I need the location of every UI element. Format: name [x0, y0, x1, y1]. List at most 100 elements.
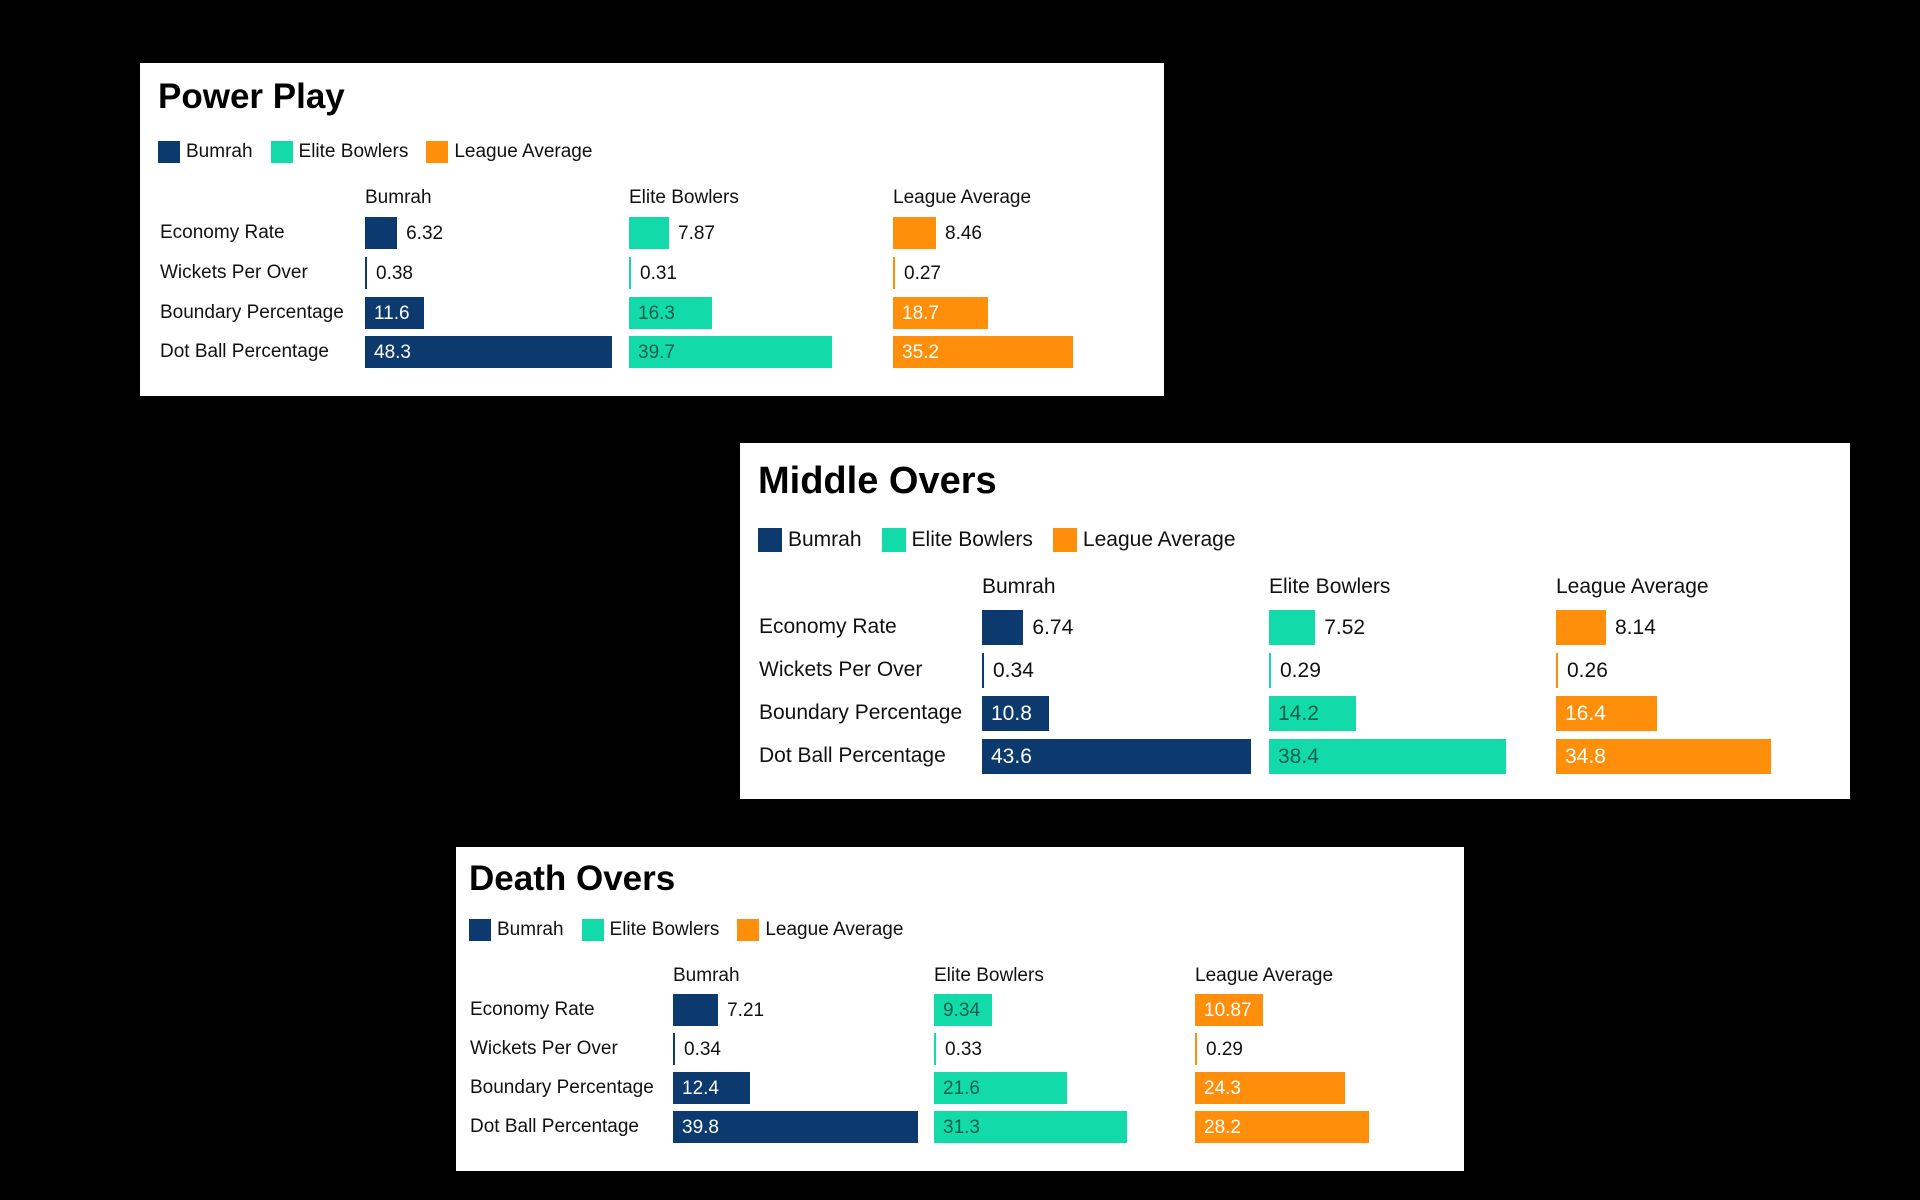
bar-league-average-wickets-per-over — [893, 257, 895, 289]
column-header-elite-bowlers: Elite Bowlers — [629, 187, 739, 208]
legend-swatch — [581, 919, 604, 941]
column-header-elite-bowlers: Elite Bowlers — [1269, 575, 1391, 598]
bar-league-average-dot-ball-percentage — [1556, 739, 1771, 774]
legend-item-league-average: League Average — [737, 919, 903, 941]
legend-swatch — [881, 528, 906, 552]
legend: Bumrah Elite Bowlers League Average — [758, 528, 1256, 552]
legend-label: Bumrah — [497, 919, 564, 940]
bar-bumrah-boundary-percentage — [673, 1072, 750, 1104]
data-label-bumrah-wickets-per-over: 0.38 — [376, 262, 413, 284]
legend-swatch — [270, 141, 293, 163]
legend-label: League Average — [1082, 528, 1236, 551]
data-label-elite-bowlers-wickets-per-over: 0.33 — [945, 1038, 982, 1060]
chart-title: Death Overs — [469, 859, 676, 898]
bar-bumrah-wickets-per-over — [365, 257, 367, 289]
bar-bumrah-dot-ball-percentage — [982, 739, 1251, 774]
data-label-league-average-economy-rate: 8.46 — [945, 222, 982, 244]
bar-elite-bowlers-economy-rate — [1269, 610, 1316, 645]
data-label-bumrah-economy-rate: 6.32 — [406, 222, 444, 244]
data-label-bumrah-dot-ball-percentage: 48.3 — [374, 341, 411, 363]
legend-swatch — [758, 528, 782, 552]
data-label-league-average-dot-ball-percentage: 35.2 — [902, 341, 939, 363]
legend-swatch — [426, 141, 449, 163]
bar-league-average-dot-ball-percentage — [893, 336, 1073, 368]
legend-label: Elite Bowlers — [609, 919, 720, 940]
row-label-economy-rate: Economy Rate — [160, 222, 285, 244]
data-label-league-average-wickets-per-over: 0.26 — [1567, 659, 1608, 682]
data-label-bumrah-boundary-percentage: 11.6 — [374, 302, 410, 324]
column-header-league-average: League Average — [1556, 575, 1709, 598]
row-label-dot-ball-percentage: Dot Ball Percentage — [470, 1116, 639, 1138]
bar-bumrah-wickets-per-over — [673, 1033, 675, 1065]
legend-label: Elite Bowlers — [911, 528, 1033, 551]
legend-label: Elite Bowlers — [298, 141, 409, 162]
data-label-elite-bowlers-economy-rate: 7.52 — [1324, 616, 1366, 639]
data-label-bumrah-economy-rate: 6.74 — [1032, 616, 1074, 639]
bar-elite-bowlers-wickets-per-over — [934, 1033, 936, 1065]
bar-bumrah-economy-rate — [365, 217, 398, 249]
row-label-dot-ball-percentage: Dot Ball Percentage — [160, 341, 329, 363]
chart-panel-middle-overs: Middle Overs Bumrah Elite Bowlers League Av… — [740, 443, 1850, 799]
bar-league-average-economy-rate — [893, 217, 936, 249]
legend-label: League Average — [454, 141, 593, 162]
bar-bumrah-dot-ball-percentage — [673, 1111, 918, 1143]
bar-elite-bowlers-dot-ball-percentage — [629, 336, 833, 368]
row-label-wickets-per-over: Wickets Per Over — [470, 1038, 618, 1060]
legend-item-elite-bowlers: Elite Bowlers — [881, 528, 1033, 552]
bar-league-average-wickets-per-over — [1556, 653, 1558, 688]
bar-league-average-economy-rate — [1195, 994, 1263, 1026]
legend-item-elite-bowlers: Elite Bowlers — [581, 919, 720, 941]
bar-league-average-dot-ball-percentage — [1195, 1111, 1369, 1143]
legend-item-bumrah: Bumrah — [158, 141, 253, 163]
data-label-bumrah-dot-ball-percentage: 43.6 — [991, 745, 1032, 768]
data-label-elite-bowlers-wickets-per-over: 0.29 — [1280, 659, 1321, 682]
row-label-wickets-per-over: Wickets Per Over — [160, 262, 308, 284]
legend-label: Bumrah — [788, 528, 862, 551]
data-label-league-average-economy-rate: 10.87 — [1204, 999, 1252, 1021]
column-header-league-average: League Average — [893, 187, 1032, 208]
column-header-league-average: League Average — [1195, 965, 1334, 986]
data-label-elite-bowlers-dot-ball-percentage: 31.3 — [943, 1116, 980, 1138]
legend-swatch — [469, 919, 491, 941]
data-label-elite-bowlers-boundary-percentage: 21.6 — [943, 1077, 980, 1099]
chart-panel-death-overs: Death Overs Bumrah Elite Bowlers League Ave… — [456, 847, 1464, 1171]
data-label-elite-bowlers-economy-rate: 9.34 — [943, 999, 980, 1021]
data-label-bumrah-boundary-percentage: 10.8 — [991, 702, 1032, 725]
data-label-league-average-boundary-percentage: 18.7 — [902, 302, 939, 324]
bar-elite-bowlers-wickets-per-over — [1269, 653, 1271, 688]
legend-item-elite-bowlers: Elite Bowlers — [270, 141, 409, 163]
data-label-league-average-economy-rate: 8.14 — [1615, 616, 1656, 639]
data-label-league-average-dot-ball-percentage: 34.8 — [1565, 745, 1606, 768]
data-label-bumrah-dot-ball-percentage: 39.8 — [682, 1116, 719, 1138]
bar-elite-bowlers-boundary-percentage — [1269, 696, 1357, 731]
legend-swatch — [737, 919, 760, 941]
bar-league-average-boundary-percentage — [1556, 696, 1657, 731]
chart-title: Middle Overs — [758, 460, 997, 502]
data-label-bumrah-boundary-percentage: 12.4 — [682, 1077, 719, 1099]
legend-item-bumrah: Bumrah — [469, 919, 564, 941]
chart-panel-power-play: Power Play Bumrah Elite Bowlers League Aver… — [140, 63, 1164, 396]
data-label-bumrah-wickets-per-over: 0.34 — [993, 659, 1034, 682]
bar-elite-bowlers-dot-ball-percentage — [934, 1111, 1127, 1143]
column-header-bumrah: Bumrah — [673, 965, 740, 986]
data-label-elite-bowlers-boundary-percentage: 14.2 — [1278, 702, 1319, 725]
data-label-elite-bowlers-boundary-percentage: 16.3 — [638, 302, 675, 324]
data-label-league-average-wickets-per-over: 0.29 — [1206, 1038, 1243, 1060]
data-label-bumrah-economy-rate: 7.21 — [727, 999, 765, 1021]
legend-item-league-average: League Average — [1052, 528, 1236, 552]
bar-bumrah-boundary-percentage — [982, 696, 1049, 731]
data-label-bumrah-wickets-per-over: 0.34 — [684, 1038, 721, 1060]
column-header-bumrah: Bumrah — [982, 575, 1056, 598]
data-label-league-average-wickets-per-over: 0.27 — [904, 262, 941, 284]
legend-item-league-average: League Average — [426, 141, 592, 163]
bar-league-average-economy-rate — [1556, 610, 1606, 645]
row-label-economy-rate: Economy Rate — [470, 999, 595, 1021]
legend: Bumrah Elite Bowlers League Average — [158, 141, 610, 163]
bar-bumrah-wickets-per-over — [982, 653, 984, 688]
data-label-league-average-dot-ball-percentage: 28.2 — [1204, 1116, 1241, 1138]
bar-bumrah-dot-ball-percentage — [365, 336, 612, 368]
legend-swatch — [1052, 528, 1077, 552]
row-label-wickets-per-over: Wickets Per Over — [759, 658, 923, 682]
chart-title: Power Play — [158, 77, 345, 116]
row-label-boundary-percentage: Boundary Percentage — [759, 701, 963, 725]
